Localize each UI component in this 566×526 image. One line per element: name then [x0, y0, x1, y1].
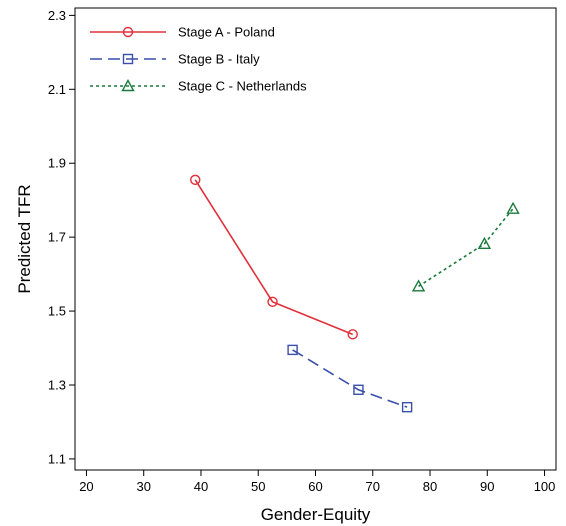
legend-item: Stage B - Italy [90, 52, 260, 67]
x-axis-label: Gender-Equity [261, 505, 371, 524]
legend-label: Stage A - Poland [178, 25, 275, 40]
series-square [287, 344, 413, 413]
x-tick-label: 90 [480, 479, 494, 494]
data-point [347, 329, 358, 340]
data-point [287, 344, 298, 356]
series-line [418, 208, 514, 287]
legend-label: Stage B - Italy [178, 52, 260, 67]
y-tick-label: 1.1 [48, 451, 66, 466]
x-tick-label: 70 [366, 479, 380, 494]
series-triangle [411, 201, 520, 292]
x-tick-label: 20 [79, 479, 93, 494]
legend-marker [121, 79, 135, 92]
data-point [506, 201, 520, 214]
series-circle [190, 174, 358, 340]
y-tick-label: 1.3 [48, 377, 66, 392]
series-line [292, 349, 408, 408]
x-tick-label: 100 [534, 479, 556, 494]
y-axis-label: Predicted TFR [15, 184, 34, 293]
legend-item: Stage C - Netherlands [90, 79, 307, 94]
x-tick-label: 40 [194, 479, 208, 494]
y-tick-label: 2.3 [48, 8, 66, 23]
data-point [267, 296, 278, 308]
data-point [190, 174, 201, 186]
legend-item: Stage A - Poland [90, 25, 275, 40]
y-tick-label: 2.1 [48, 82, 66, 97]
data-point [411, 279, 426, 292]
legend-label: Stage C - Netherlands [178, 79, 307, 94]
axis-ticks: 20 30 40 50 60 70 80 90 100 1.1 1.3 1.5 1.7 1.9 2.1 2.3 [48, 8, 555, 494]
data-point [477, 236, 492, 250]
x-tick-label: 60 [308, 479, 322, 494]
legend-marker [122, 53, 134, 65]
x-tick-label: 30 [136, 479, 150, 494]
legend-marker [122, 26, 134, 38]
x-tick-label: 50 [251, 479, 265, 494]
legend: Stage A - Poland Stage B - Italy Stage C -… [90, 25, 307, 94]
data-point [353, 384, 364, 395]
data-series [190, 174, 520, 413]
x-tick-label: 80 [423, 479, 437, 494]
data-point [401, 401, 413, 413]
y-tick-label: 1.7 [48, 230, 66, 245]
y-tick-label: 1.5 [48, 304, 66, 319]
y-tick-label: 1.9 [48, 156, 66, 171]
series-line [194, 179, 354, 336]
